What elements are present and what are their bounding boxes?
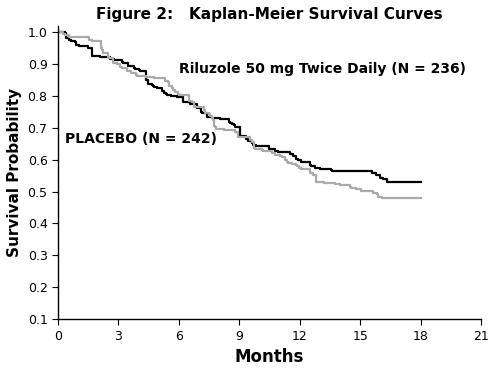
Text: Riluzole 50 mg Twice Daily (N = 236): Riluzole 50 mg Twice Daily (N = 236)	[179, 62, 466, 76]
Title: Figure 2:   Kaplan-Meier Survival Curves: Figure 2: Kaplan-Meier Survival Curves	[96, 7, 443, 22]
Text: PLACEBO (N = 242): PLACEBO (N = 242)	[65, 132, 217, 146]
Y-axis label: Survival Probability: Survival Probability	[7, 88, 22, 257]
X-axis label: Months: Months	[235, 348, 304, 366]
